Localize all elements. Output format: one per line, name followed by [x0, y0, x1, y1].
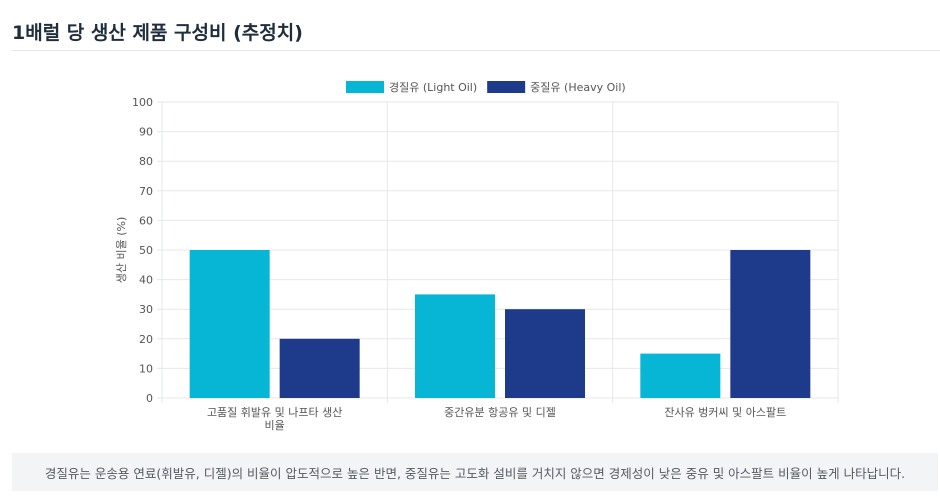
y-tick-label: 70 [139, 185, 153, 198]
title-divider [12, 50, 940, 51]
bar-heavy-oil [279, 338, 360, 398]
legend-swatch [346, 81, 384, 93]
y-tick-label: 80 [139, 155, 153, 168]
legend-label: 경질유 (Light Oil) [389, 81, 477, 94]
y-tick-label: 40 [139, 274, 153, 287]
chart-container: 0 10 20 30 40 50 60 70 80 90 100 생산 비율 (%) 고품질 휘발유 및… [115, 81, 839, 432]
bar-light-oil [189, 250, 270, 398]
legend-swatch [487, 81, 526, 93]
x-tick-label: 잔사유 벙커씨 및 아스팔트 [664, 406, 786, 419]
bar-light-oil [640, 353, 721, 398]
y-axis-title: 생산 비율 (%) [115, 217, 128, 284]
x-tick-label: 고품질 휘발유 및 나프타 생산 비율 [207, 406, 342, 432]
bar-chart: 0 10 20 30 40 50 60 70 80 90 100 생산 비율 (%) 고품질 휘발유 및… [115, 81, 839, 432]
y-tick-label: 10 [139, 362, 153, 375]
bar-heavy-oil [505, 309, 585, 398]
x-tick-label: 중간유분 항공유 및 디젤 [444, 406, 556, 419]
y-tick-label: 0 [146, 392, 153, 405]
footer-note-text: 경질유는 운송용 연료(휘발유, 디젤)의 비율이 압도적으로 높은 반면, 중… [44, 465, 906, 481]
footer-note: 경질유는 운송용 연료(휘발유, 디젤)의 비율이 압도적으로 높은 반면, 중… [12, 453, 938, 491]
bar-light-oil [415, 294, 495, 398]
y-tick-label: 100 [132, 96, 153, 109]
legend-label: 중질유 (Heavy Oil) [530, 81, 626, 94]
y-tick-label: 30 [139, 303, 153, 316]
y-tick-label: 60 [139, 214, 153, 227]
bar-heavy-oil [730, 250, 811, 398]
y-tick-label: 20 [139, 333, 153, 346]
y-tick-label: 50 [139, 244, 153, 257]
y-tick-label: 90 [139, 126, 153, 139]
page-title: 1배럴 당 생산 제품 구성비 (추정치) [12, 22, 303, 44]
